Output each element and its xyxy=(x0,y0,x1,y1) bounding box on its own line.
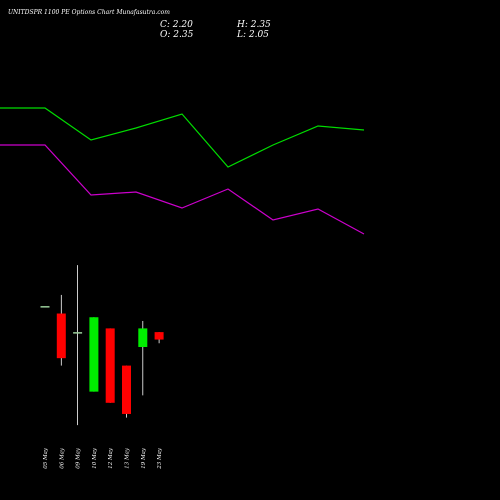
candle-7 xyxy=(138,320,148,396)
x-tick-label: 23 May xyxy=(157,447,163,470)
x-tick-label: 12 May xyxy=(108,447,114,469)
candle-5 xyxy=(105,328,115,403)
candle-8 xyxy=(154,332,164,344)
candle-body xyxy=(138,328,148,347)
open-readout: O: 2.35 xyxy=(160,30,194,40)
x-tick-label: 06 May xyxy=(59,447,65,469)
overlay-line-2 xyxy=(0,144,365,235)
candles xyxy=(40,265,164,426)
candle-3 xyxy=(73,265,83,426)
x-tick-label: 10 May xyxy=(92,447,98,469)
x-tick-label: 05 May xyxy=(43,447,49,469)
chart-title: UNITDSPR 1100 PE Options Chart Munafasut… xyxy=(8,9,170,16)
candle-body xyxy=(40,306,50,308)
candle-body xyxy=(105,328,115,403)
x-tick-label: 09 May xyxy=(76,447,82,469)
x-axis-ticks: 05 May 06 May 09 May 10 May 12 May 13 May 19 M… xyxy=(43,447,163,470)
close-readout: C: 2.20 xyxy=(160,20,193,30)
x-tick-label: 19 May xyxy=(141,447,147,469)
overlay-lines xyxy=(0,107,365,235)
low-readout: L: 2.05 xyxy=(236,30,269,40)
candle-body xyxy=(56,313,66,359)
overlay-line-1 xyxy=(0,107,365,168)
candle-4 xyxy=(89,317,99,392)
candle-body xyxy=(122,365,131,414)
candle-2 xyxy=(56,294,66,366)
candle-1 xyxy=(40,306,50,308)
candle-body xyxy=(154,332,164,340)
candle-6 xyxy=(122,365,131,418)
candle-body xyxy=(73,332,83,334)
candle-body xyxy=(89,317,99,392)
high-readout: H: 2.35 xyxy=(236,20,271,30)
x-tick-label: 13 May xyxy=(125,447,131,469)
